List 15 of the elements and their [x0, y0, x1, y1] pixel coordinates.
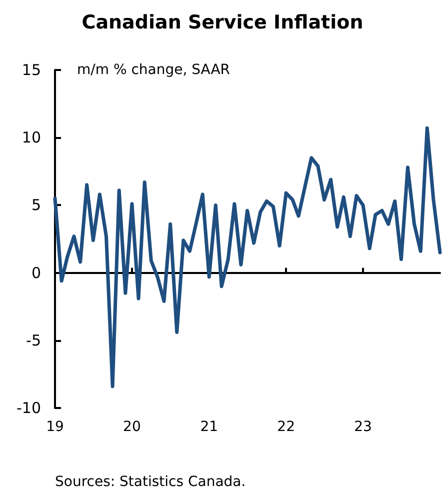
chart-title: Canadian Service Inflation — [82, 12, 364, 34]
y-tick-label: 15 — [22, 61, 41, 79]
x-tick-label: 22 — [277, 419, 295, 435]
x-tick-label: 19 — [46, 419, 64, 435]
y-tick-label: 5 — [31, 196, 41, 214]
y-tick-label: 10 — [22, 128, 41, 147]
y-axis-title: m/m % change, SAAR — [77, 62, 230, 78]
y-tick-label: -10 — [16, 399, 41, 417]
y-tick-label: -5 — [26, 331, 41, 350]
source-note: Sources: Statistics Canada. — [55, 474, 246, 490]
x-tick-label: 21 — [200, 419, 218, 435]
x-tick-label: 23 — [354, 419, 372, 435]
line-series — [53, 126, 442, 388]
y-tick-label: 0 — [31, 264, 41, 282]
x-tick-label: 20 — [123, 419, 141, 435]
